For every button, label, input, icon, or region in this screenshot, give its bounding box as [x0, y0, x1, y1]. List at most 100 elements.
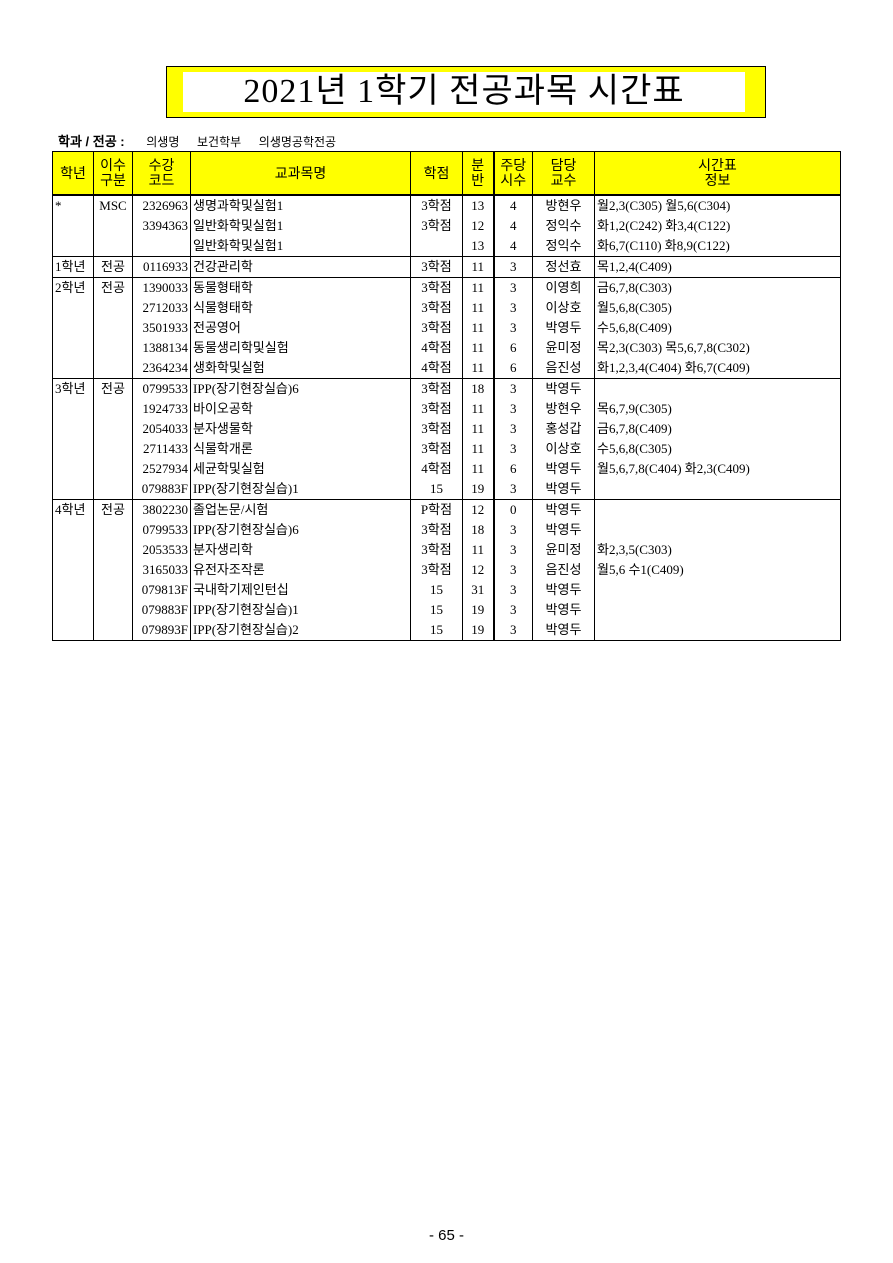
schedule-cell: 수5,6,8(C409)	[594, 318, 841, 338]
year-cell	[52, 580, 94, 600]
course-name-cell: 바이오공학	[190, 399, 411, 419]
section-cell: 11	[462, 439, 495, 459]
year-cell: 1학년	[52, 256, 94, 278]
section-cell: 11	[462, 277, 495, 298]
code-cell: 1924733	[132, 399, 191, 419]
section-cell: 18	[462, 520, 495, 540]
section-cell: 12	[462, 560, 495, 580]
course-name-cell: 생화학및실험	[190, 358, 411, 379]
schedule-cell: 금6,7,8(C303)	[594, 277, 841, 298]
year-cell	[52, 620, 94, 641]
type-cell	[93, 540, 133, 560]
year-cell	[52, 459, 94, 479]
schedule-cell: 화1,2,3,4(C404) 화6,7(C409)	[594, 358, 841, 379]
code-cell: 079883F	[132, 479, 191, 500]
table-row: 1388134 동물생리학및실험 4학점 11 6 윤미정 목2,3(C303) 목5,6,…	[52, 338, 841, 358]
hours-cell: 3	[493, 479, 533, 500]
schedule-cell	[594, 479, 841, 500]
schedule-cell: 수5,6,8(C305)	[594, 439, 841, 459]
type-cell	[93, 560, 133, 580]
schedule-cell	[594, 580, 841, 600]
hours-cell: 3	[493, 378, 533, 399]
credit-cell: 3학점	[410, 540, 463, 560]
professor-cell: 방현우	[532, 399, 595, 419]
credit-cell: 3학점	[410, 216, 463, 236]
hours-cell: 6	[493, 358, 533, 379]
credit-cell: 3학점	[410, 560, 463, 580]
year-cell	[52, 479, 94, 500]
table-row: 079883F IPP(장기현장실습)1 15 19 3 박영두	[52, 600, 841, 620]
department-line: 학과 / 전공 : 의생명 보건학부 의생명공학전공	[58, 131, 350, 150]
section-cell: 11	[462, 419, 495, 439]
year-cell	[52, 358, 94, 379]
section-cell: 19	[462, 620, 495, 641]
code-cell: 2712033	[132, 298, 191, 318]
professor-cell: 음진성	[532, 358, 595, 379]
professor-cell: 박영두	[532, 580, 595, 600]
table-row: 2364234 생화학및실험 4학점 11 6 음진성 화1,2,3,4(C404) 화6,…	[52, 358, 841, 379]
schedule-cell	[594, 378, 841, 399]
section-cell: 11	[462, 298, 495, 318]
year-cell: 4학년	[52, 499, 94, 520]
page-title: 2021년 1학기 전공과목 시간표	[183, 72, 745, 112]
code-cell: 1390033	[132, 277, 191, 298]
table-row: 2527934 세균학및실험 4학점 11 6 박영두 월5,6,7,8(C404) 화2,…	[52, 459, 841, 479]
section-cell: 31	[462, 580, 495, 600]
schedule-cell: 월5,6,7,8(C404) 화2,3(C409)	[594, 459, 841, 479]
professor-cell: 박영두	[532, 479, 595, 500]
credit-cell: 3학점	[410, 298, 463, 318]
table-row: 2712033 식물형태학 3학점 11 3 이상호 월5,6,8(C305)	[52, 298, 841, 318]
section-cell: 19	[462, 600, 495, 620]
header-code: 수강 코드	[132, 151, 191, 196]
year-cell	[52, 298, 94, 318]
code-cell: 0116933	[132, 256, 191, 278]
hours-cell: 3	[493, 439, 533, 459]
credit-cell	[410, 236, 463, 257]
professor-cell: 윤미정	[532, 338, 595, 358]
year-cell	[52, 560, 94, 580]
professor-cell: 박영두	[532, 620, 595, 641]
professor-cell: 박영두	[532, 459, 595, 479]
course-name-cell: IPP(장기현장실습)1	[190, 479, 411, 500]
code-cell: 079813F	[132, 580, 191, 600]
professor-cell: 이영희	[532, 277, 595, 298]
code-cell: 3165033	[132, 560, 191, 580]
page-number: - 65 -	[428, 1227, 464, 1244]
header-name: 교과목명	[190, 151, 411, 196]
code-cell: 3394363	[132, 216, 191, 236]
code-cell: 2711433	[132, 439, 191, 459]
section-cell: 11	[462, 399, 495, 419]
hours-cell: 4	[493, 236, 533, 257]
credit-cell: 3학점	[410, 256, 463, 278]
year-cell	[52, 318, 94, 338]
hours-cell: 3	[493, 277, 533, 298]
schedule-cell	[594, 499, 841, 520]
code-cell	[132, 236, 191, 257]
professor-cell: 박영두	[532, 318, 595, 338]
course-name-cell: 국내학기제인턴십	[190, 580, 411, 600]
year-cell: 3학년	[52, 378, 94, 399]
header-hours: 주당 시수	[493, 151, 533, 196]
header-section: 분 반	[462, 151, 495, 196]
table-row: 0799533 IPP(장기현장실습)6 3학점 18 3 박영두	[52, 520, 841, 540]
code-cell: 1388134	[132, 338, 191, 358]
header-type: 이수 구분	[93, 151, 133, 196]
hours-cell: 3	[493, 298, 533, 318]
table-row: 2053533 분자생리학 3학점 11 3 윤미정 화2,3,5(C303)	[52, 540, 841, 560]
major: 의생명공학전공	[258, 135, 337, 149]
department-label: 학과 / 전공 :	[58, 134, 125, 149]
year-cell	[52, 520, 94, 540]
year-cell	[52, 399, 94, 419]
code-cell: 2527934	[132, 459, 191, 479]
hours-cell: 3	[493, 620, 533, 641]
type-cell: 전공	[93, 277, 133, 298]
table-row: 079813F 국내학기제인턴십 15 31 3 박영두	[52, 580, 841, 600]
course-name-cell: 유전자조작론	[190, 560, 411, 580]
professor-cell: 정익수	[532, 216, 595, 236]
credit-cell: 3학점	[410, 318, 463, 338]
schedule-cell: 목6,7,9(C305)	[594, 399, 841, 419]
table-row: 1학년 전공 0116933 건강관리학 3학점 11 3 정선효 목1,2,4(C409)	[52, 256, 841, 278]
section-cell: 11	[462, 318, 495, 338]
credit-cell: P학점	[410, 499, 463, 520]
credit-cell: 15	[410, 479, 463, 500]
